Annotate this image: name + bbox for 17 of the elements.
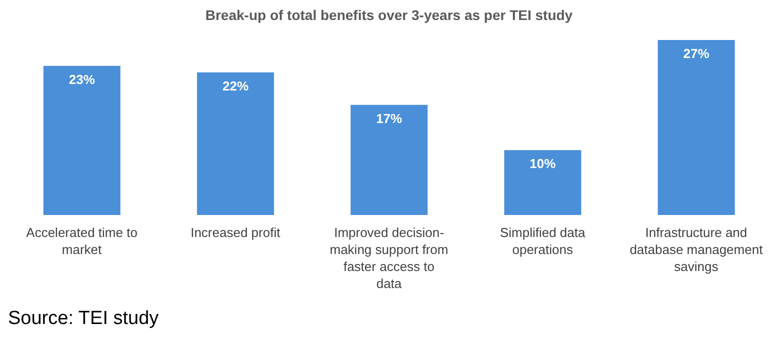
data-label: 27% [683,46,710,61]
x-tick-label: Simplified data operations [500,225,586,257]
x-tick-label: Infrastructure and database management savings [630,225,764,274]
bar [658,40,735,215]
bar [504,150,582,215]
bar [197,72,274,215]
data-label: 10% [530,156,556,172]
bar [43,66,120,215]
x-tick-label: Accelerated time to market [26,225,138,257]
data-label: 22% [222,78,249,94]
x-tick-label: Improved decision-making support from faster access to data [330,225,448,291]
x-tick-label: Increased profit [190,225,281,240]
bar [350,104,428,215]
chart-title: Break-up of total benefits over 3-years as per TEI study [204,6,574,25]
source-note: Source: TEI study [8,308,159,330]
data-label: 17% [376,110,403,126]
data-label: 23% [68,72,96,87]
